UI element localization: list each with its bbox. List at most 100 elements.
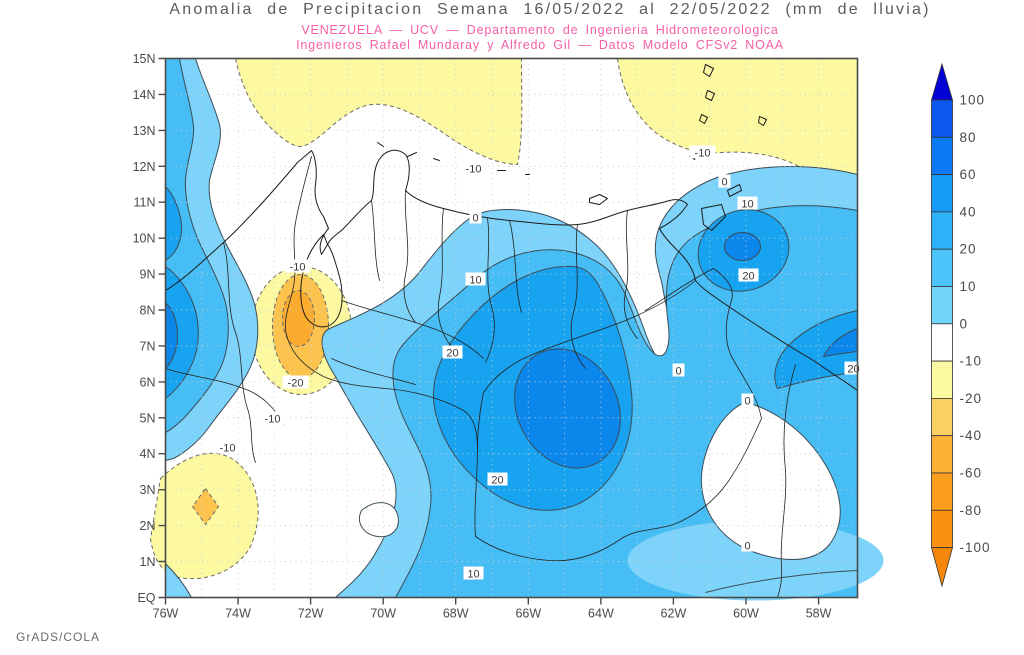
svg-text:20: 20 <box>847 364 859 376</box>
svg-text:72W: 72W <box>298 607 324 621</box>
svg-text:13N: 13N <box>133 124 156 138</box>
colorbar-segment <box>931 509 953 548</box>
svg-text:20: 20 <box>446 348 458 360</box>
state-borders-and-rivers <box>165 190 714 463</box>
orange-diamond-southwest <box>191 487 220 526</box>
svg-text:10: 10 <box>960 279 977 294</box>
svg-text:62W: 62W <box>661 607 687 621</box>
svg-text:60: 60 <box>960 167 977 182</box>
svg-text:2N: 2N <box>140 519 156 533</box>
contour-label: 0 <box>718 174 731 189</box>
contour-label: 10 <box>465 272 486 287</box>
map-plot-area: -10 -20 -10 -10 -10 -10 0 10 20 20 10 0 … <box>133 52 884 621</box>
svg-text:-80: -80 <box>960 503 983 518</box>
svg-text:5N: 5N <box>140 411 156 425</box>
svg-text:10N: 10N <box>133 232 156 246</box>
svg-text:3N: 3N <box>140 483 156 497</box>
svg-text:100: 100 <box>960 93 986 108</box>
negative-anomaly-regions <box>149 58 858 580</box>
contour-labels: -10 -20 -10 -10 -10 -10 0 10 20 20 10 0 … <box>214 145 860 581</box>
svg-text:-40: -40 <box>960 428 983 443</box>
contour-label: -10 <box>284 259 311 274</box>
svg-text:58W: 58W <box>806 607 832 621</box>
svg-text:20: 20 <box>960 242 977 257</box>
svg-text:1N: 1N <box>140 555 156 569</box>
svg-text:EQ: EQ <box>137 591 155 605</box>
colorbar-segment <box>931 435 953 474</box>
svg-text:20: 20 <box>742 271 754 283</box>
svg-text:0: 0 <box>744 541 750 553</box>
colorbar-segment <box>931 99 953 138</box>
svg-text:70W: 70W <box>370 607 396 621</box>
colorbar-labels: 100 80 60 40 20 10 0 -10 -20 -40 -60 -80… <box>960 93 990 556</box>
x-axis-labels: 76W 74W 72W 70W 68W 66W 64W 62W 60W 58W <box>153 607 832 621</box>
subtitle-line1: VENEZUELA — UCV — Departamento de Ingeni… <box>301 23 779 37</box>
island-trinidad <box>701 204 726 231</box>
svg-text:15N: 15N <box>133 52 156 66</box>
colorbar-segment <box>931 323 953 362</box>
svg-text:20: 20 <box>491 475 503 487</box>
svg-text:74W: 74W <box>225 607 251 621</box>
island-margarita <box>589 194 608 205</box>
map-frame <box>164 57 859 599</box>
contour-label: -10 <box>460 161 487 176</box>
yellow-lobe-northeast <box>616 58 858 235</box>
svg-text:11N: 11N <box>133 196 155 210</box>
svg-text:0: 0 <box>675 366 681 378</box>
contour-label: 10 <box>737 196 758 211</box>
country-borders <box>284 156 796 598</box>
svg-text:-10: -10 <box>960 354 983 369</box>
svg-text:0: 0 <box>744 396 750 408</box>
subtitle-line2: Ingenieros Rafael Mundaray y Alfredo Gil… <box>296 38 784 52</box>
svg-text:-10: -10 <box>290 262 306 274</box>
svg-text:60W: 60W <box>733 607 759 621</box>
contour-label: 0 <box>741 393 754 408</box>
colorbar-segment <box>931 211 953 250</box>
contour-label: -20 <box>282 375 309 390</box>
svg-text:-20: -20 <box>288 378 304 390</box>
svg-text:-10: -10 <box>265 414 281 426</box>
svg-text:-10: -10 <box>220 443 236 455</box>
colorbar-segment <box>931 286 953 325</box>
contour-label: -10 <box>259 411 286 426</box>
svg-text:68W: 68W <box>443 607 469 621</box>
svg-text:66W: 66W <box>515 607 541 621</box>
colorbar: 100 80 60 40 20 10 0 -10 -20 -40 -60 -80… <box>930 62 990 588</box>
svg-text:80: 80 <box>960 130 977 145</box>
islands-abc-and-antilles <box>377 64 767 175</box>
svg-text:10: 10 <box>467 569 479 581</box>
colorbar-segment <box>931 472 953 511</box>
colorbar-arrow-bottom <box>930 547 954 588</box>
svg-text:0: 0 <box>472 213 478 225</box>
contour-label: 0 <box>672 363 685 378</box>
page-title: Anomalia de Precipitacion Semana 16/05/2… <box>169 1 931 18</box>
contour-label: 20 <box>844 361 860 376</box>
grads-credit: GrADS/COLA <box>16 630 101 644</box>
colorbar-segment <box>931 136 953 176</box>
contour-label: -10 <box>214 440 241 455</box>
island-tobago <box>727 184 742 197</box>
svg-text:40: 40 <box>960 204 977 219</box>
svg-text:10: 10 <box>741 199 753 211</box>
svg-text:-20: -20 <box>960 391 983 406</box>
positive-anomaly-regions <box>165 58 884 601</box>
svg-text:-10: -10 <box>695 148 711 160</box>
y-axis-labels: 15N 14N 13N 12N 11N 10N 9N 8N 7N 6N 5N 4… <box>133 52 156 605</box>
svg-text:9N: 9N <box>140 268 156 282</box>
svg-text:10: 10 <box>469 275 481 287</box>
svg-text:14N: 14N <box>133 88 156 102</box>
colorbar-arrow-top <box>930 62 954 101</box>
svg-text:7N: 7N <box>140 339 156 353</box>
contour-label: 0 <box>741 538 754 553</box>
svg-text:8N: 8N <box>140 304 156 318</box>
orange-core-northwest <box>282 290 315 347</box>
svg-text:64W: 64W <box>588 607 614 621</box>
colorbar-segment <box>931 397 953 437</box>
svg-text:6N: 6N <box>140 375 156 389</box>
contour-label: 20 <box>487 472 508 487</box>
colorbar-segment <box>931 174 953 213</box>
contour-label: 0 <box>469 210 482 225</box>
svg-text:4N: 4N <box>140 447 156 461</box>
axis-ticks <box>158 57 820 605</box>
svg-text:12N: 12N <box>133 160 156 174</box>
